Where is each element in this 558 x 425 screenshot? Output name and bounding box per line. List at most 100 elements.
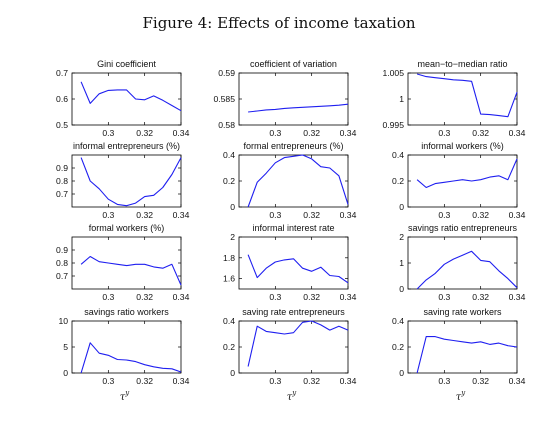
subplot-11: saving rate entrepreneurs 0 0.2 0.4 0.3 0.32 0… <box>223 307 357 403</box>
x-tick-label: 0.3 <box>102 376 114 386</box>
data-point <box>471 251 472 252</box>
data-point <box>108 262 109 263</box>
data-point <box>135 361 136 362</box>
x-tick-label: 0.34 <box>340 376 357 386</box>
data-point <box>320 267 321 268</box>
series-line <box>247 320 349 367</box>
data-point <box>302 107 303 108</box>
subplot-10: savings ratio workers 0 5 10 0.3 0.32 0.34 τy <box>58 307 189 403</box>
subplot-title: saving rate entrepreneurs <box>242 307 345 317</box>
data-point <box>162 100 163 101</box>
x-tick-label: 0.32 <box>303 128 320 138</box>
subplot-title: mean−to−median ratio <box>417 59 507 69</box>
data-point <box>507 179 508 180</box>
data-point <box>471 343 472 344</box>
y-tick-label: 0.7 <box>56 271 68 281</box>
x-axis-label: τy <box>287 389 298 403</box>
data-point <box>347 282 348 283</box>
y-tick-label: 0.8 <box>56 258 68 268</box>
subplot-9: savings ratio entrepreneurs 0 1 2 0.3 0.32 0.3… <box>399 223 525 302</box>
data-point <box>320 166 321 167</box>
data-point <box>489 177 490 178</box>
data-point <box>480 260 481 261</box>
y-tick-label: 0 <box>399 284 404 294</box>
y-tick-label: 0.2 <box>392 176 404 186</box>
data-point <box>275 332 276 333</box>
data-point <box>329 330 330 331</box>
data-point <box>311 320 312 321</box>
subplot-title: saving rate workers <box>423 307 502 317</box>
subplot-1: Gini coefficient 0.5 0.6 0.7 0.3 0.32 0.34 <box>56 59 190 138</box>
data-point <box>284 108 285 109</box>
subplot-title: savings ratio entrepreneurs <box>408 223 518 233</box>
data-point <box>435 273 436 274</box>
data-point <box>284 259 285 260</box>
y-tick-label: 0.4 <box>392 316 404 326</box>
data-point <box>453 340 454 341</box>
data-point <box>462 80 463 81</box>
data-point <box>489 344 490 345</box>
data-point <box>338 326 339 327</box>
axes-box <box>238 236 349 290</box>
data-point <box>516 158 517 159</box>
x-tick-label: 0.32 <box>136 128 153 138</box>
y-tick-label: 2 <box>230 232 235 242</box>
x-tick-label: 0.3 <box>269 376 281 386</box>
y-tick-label: 0 <box>230 202 235 212</box>
y-tick-label: 0.2 <box>223 342 235 352</box>
data-point <box>416 73 417 74</box>
y-tick-label: 0.6 <box>56 94 68 104</box>
data-point <box>180 110 181 111</box>
y-tick-label: 1 <box>399 94 404 104</box>
x-tick-label: 0.3 <box>102 210 114 220</box>
data-point <box>426 187 427 188</box>
data-point <box>266 109 267 110</box>
axes-box <box>238 154 349 208</box>
x-tick-label: 0.3 <box>269 210 281 220</box>
data-point <box>507 116 508 117</box>
subplot-7: formal workers (%) 0.7 0.8 0.9 0.3 0.32 0.34 <box>56 223 190 302</box>
subplot-title: coefficient of variation <box>250 59 337 69</box>
y-tick-label: 0 <box>63 368 68 378</box>
subplot-8: informal interest rate 1.6 1.8 2 0.3 0.32 0.34 <box>223 223 357 302</box>
data-point <box>302 268 303 269</box>
data-point <box>498 175 499 176</box>
x-tick-label: 0.34 <box>340 292 357 302</box>
data-point <box>489 261 490 262</box>
x-tick-label: 0.3 <box>102 128 114 138</box>
series-line <box>416 250 518 290</box>
y-tick-label: 0.585 <box>213 94 235 104</box>
y-tick-label: 1.005 <box>382 68 404 78</box>
data-point <box>444 182 445 183</box>
y-tick-label: 0 <box>399 202 404 212</box>
data-point <box>257 326 258 327</box>
y-tick-label: 0.4 <box>223 316 235 326</box>
data-point <box>293 107 294 108</box>
data-point <box>171 105 172 106</box>
data-point <box>90 342 91 343</box>
data-point <box>135 203 136 204</box>
x-tick-label: 0.3 <box>438 128 450 138</box>
data-point <box>453 180 454 181</box>
data-point <box>302 154 303 155</box>
data-point <box>162 268 163 269</box>
data-point <box>153 266 154 267</box>
x-tick-label: 0.34 <box>173 210 190 220</box>
data-point <box>153 195 154 196</box>
data-point <box>293 258 294 259</box>
data-point <box>266 331 267 332</box>
data-point <box>90 180 91 181</box>
data-point <box>117 359 118 360</box>
data-point <box>180 157 181 158</box>
data-point <box>338 105 339 106</box>
data-point <box>507 345 508 346</box>
data-point <box>257 182 258 183</box>
data-point <box>284 157 285 158</box>
data-point <box>480 179 481 180</box>
subplot-6: informal workers (%) 0 0.2 0.4 0.3 0.32 0.34 <box>392 141 526 220</box>
x-tick-label: 0.32 <box>303 210 320 220</box>
x-tick-label: 0.34 <box>509 128 526 138</box>
data-point <box>108 90 109 91</box>
data-point <box>426 336 427 337</box>
data-point <box>416 288 417 289</box>
